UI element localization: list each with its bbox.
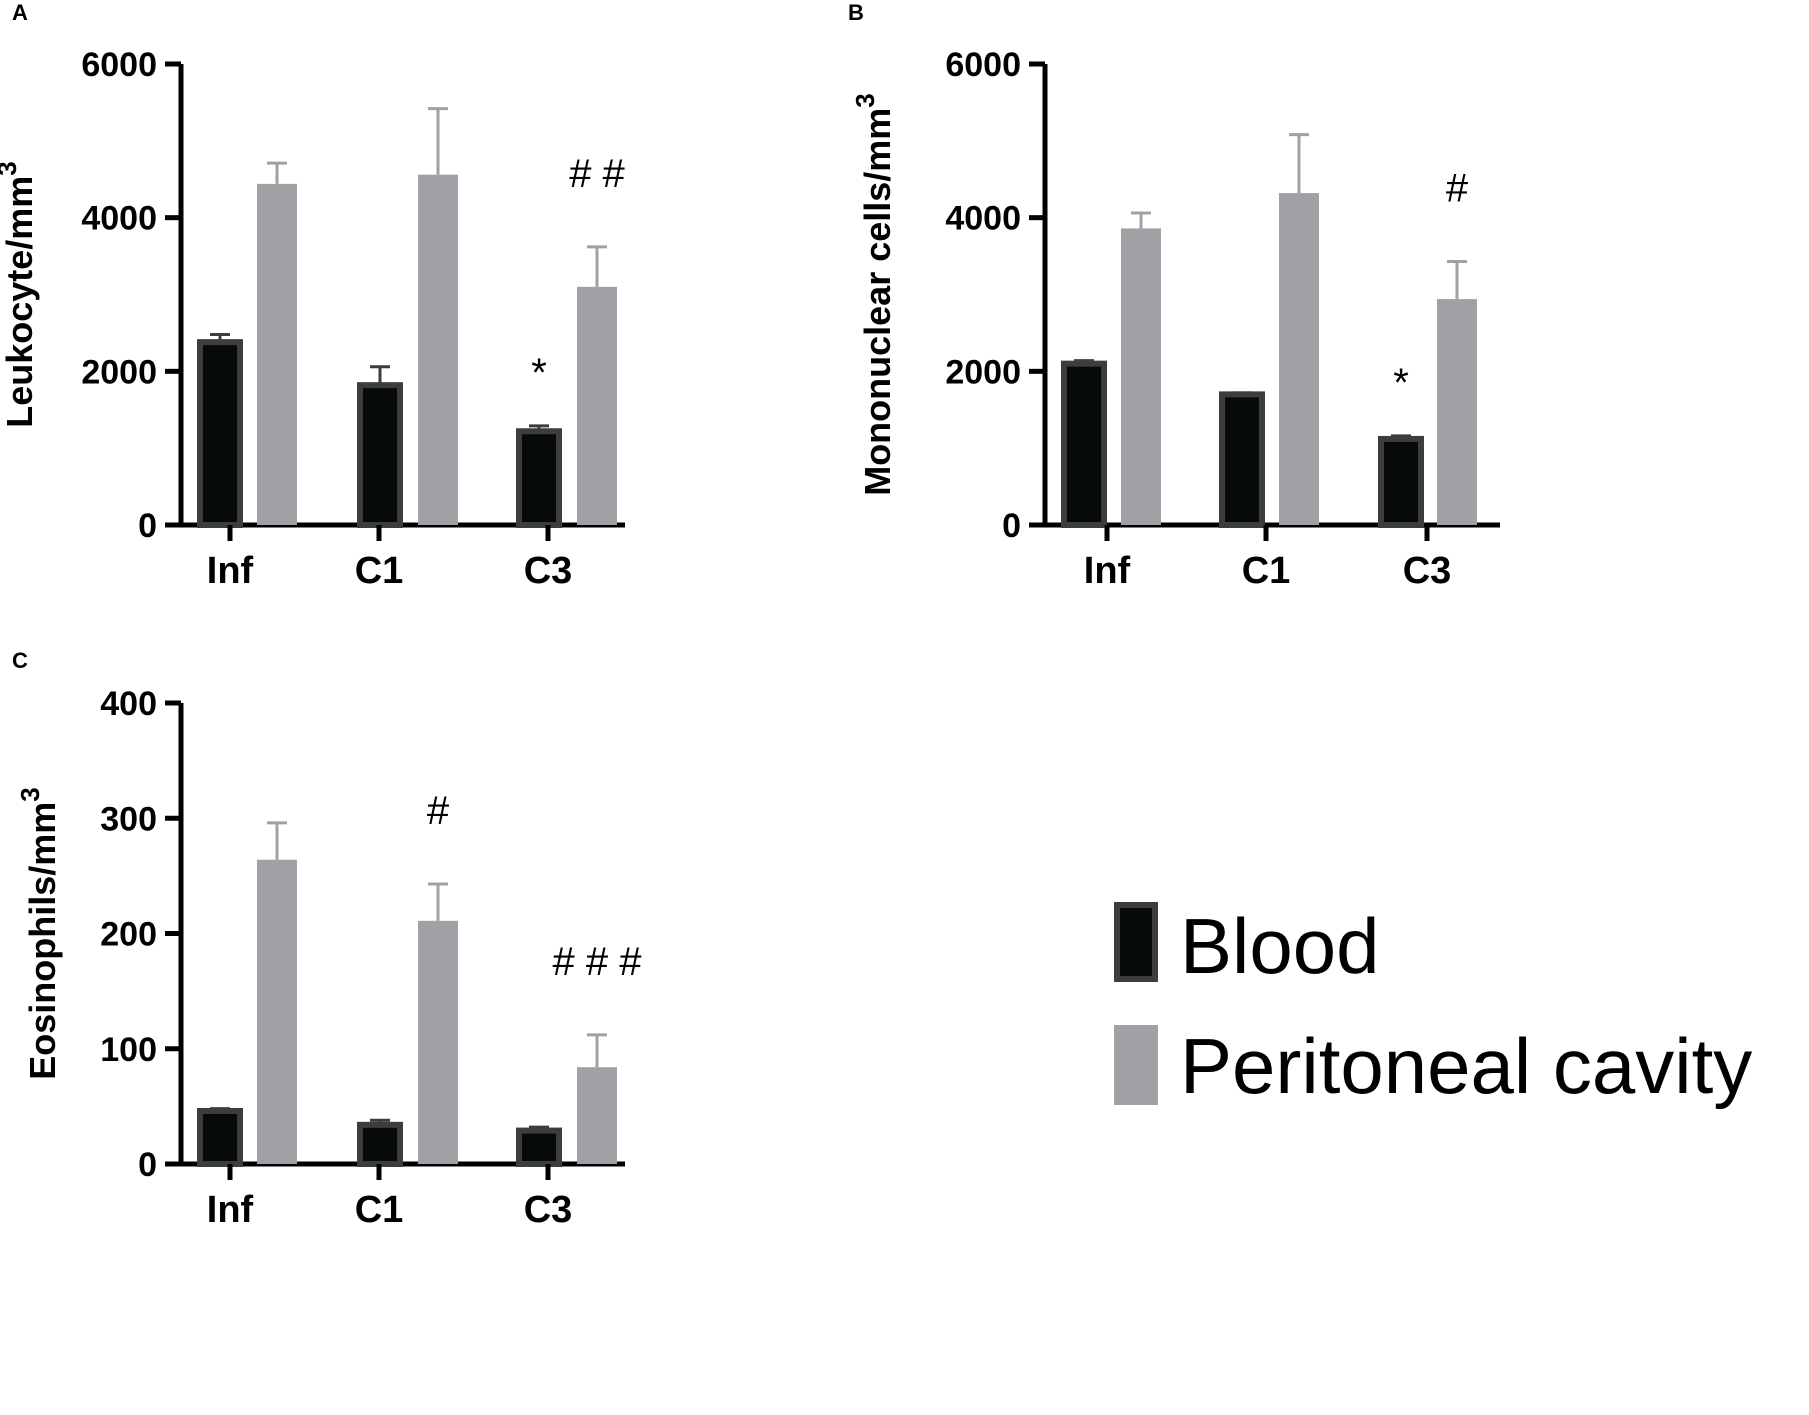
x-tick-label: C1: [1242, 550, 1291, 592]
bar-peritoneal-c1: [1279, 193, 1319, 525]
legend-swatch-blood: [1114, 902, 1158, 982]
y-tick-label: 4000: [81, 200, 157, 238]
y-tick-label: 4000: [945, 200, 1021, 238]
significance-annotation: #: [1446, 166, 1469, 210]
y-axis-label-text: Leukocyte/mm: [0, 176, 40, 428]
legend: Blood Peritoneal cavity: [1114, 902, 1752, 1110]
panel-label: C: [12, 648, 28, 673]
y-axis-label-superscript: 3: [850, 93, 880, 107]
y-axis-label: Mononuclear cells/mm3: [850, 93, 898, 496]
bar-peritoneal-c3: [577, 286, 617, 525]
x-tick-label: C1: [355, 1189, 404, 1231]
bar-blood-inf: [197, 339, 243, 528]
legend-label: Peritoneal cavity: [1180, 1022, 1752, 1110]
panel-a: A 0 2000 4000 6000 Leukocyte/mm3 Inf C1 C3 * # #: [0, 0, 626, 592]
bar-blood-c1: [1219, 391, 1265, 528]
panel-c: C 0 100 200 300 400 Eosinophils/mm3 Inf C1 C3 # # #…: [12, 648, 642, 1231]
y-tick-label: 0: [1002, 507, 1021, 545]
significance-annotation: *: [1393, 361, 1409, 405]
panel-b: B 0 2000 4000 6000 Mononuclear cells/mm3 Inf C1…: [848, 0, 1500, 592]
x-tick-label: Inf: [207, 1189, 254, 1231]
bar-blood-inf: [197, 1107, 243, 1167]
legend-swatch-peritoneal: [1114, 1025, 1158, 1105]
bar-peritoneal-c3: [577, 1067, 617, 1164]
y-tick-label: 0: [138, 1146, 157, 1184]
panel-label: A: [12, 0, 28, 25]
x-tick-label: C3: [524, 1189, 573, 1231]
y-tick-label: 400: [100, 685, 157, 723]
y-axis-label: Leukocyte/mm3: [0, 161, 40, 428]
significance-annotation: #: [427, 789, 450, 833]
bar-blood-c3: [516, 428, 562, 528]
y-axis-label-text: Eosinophils/mm: [22, 802, 63, 1080]
x-tick-label: C3: [1403, 550, 1452, 592]
bar-peritoneal-inf: [257, 183, 297, 526]
x-tick-label: Inf: [207, 550, 254, 592]
bar-blood-c1: [357, 382, 403, 528]
bar-blood-c1: [357, 1121, 403, 1167]
y-tick-label: 2000: [945, 353, 1021, 391]
y-tick-label: 6000: [945, 46, 1021, 84]
significance-annotation: # # #: [553, 940, 643, 984]
bar-blood-c3: [516, 1127, 562, 1168]
y-axis-label: Eosinophils/mm3: [15, 787, 63, 1080]
y-tick-label: 300: [100, 800, 157, 838]
x-tick-label: C1: [355, 550, 404, 592]
significance-annotation: # #: [569, 152, 625, 196]
y-axis-label-superscript: 3: [15, 787, 45, 801]
panel-label: B: [848, 0, 864, 25]
bar-peritoneal-c1: [418, 174, 458, 525]
y-axis-label-superscript: 3: [0, 161, 22, 175]
y-tick-label: 6000: [81, 46, 157, 84]
bar-blood-c3: [1378, 435, 1424, 528]
y-axis-label-text: Mononuclear cells/mm: [857, 108, 898, 496]
bar-peritoneal-inf: [1121, 228, 1161, 525]
y-tick-label: 200: [100, 916, 157, 954]
y-tick-label: 2000: [81, 353, 157, 391]
x-tick-label: Inf: [1084, 550, 1131, 592]
y-tick-label: 100: [100, 1031, 157, 1069]
y-tick-label: 0: [138, 507, 157, 545]
bar-peritoneal-c1: [418, 920, 458, 1164]
significance-annotation: *: [531, 351, 547, 395]
bar-peritoneal-inf: [257, 859, 297, 1164]
bar-blood-inf: [1061, 360, 1107, 528]
x-tick-label: C3: [524, 550, 573, 592]
legend-label: Blood: [1180, 902, 1380, 990]
bar-peritoneal-c3: [1437, 299, 1477, 525]
